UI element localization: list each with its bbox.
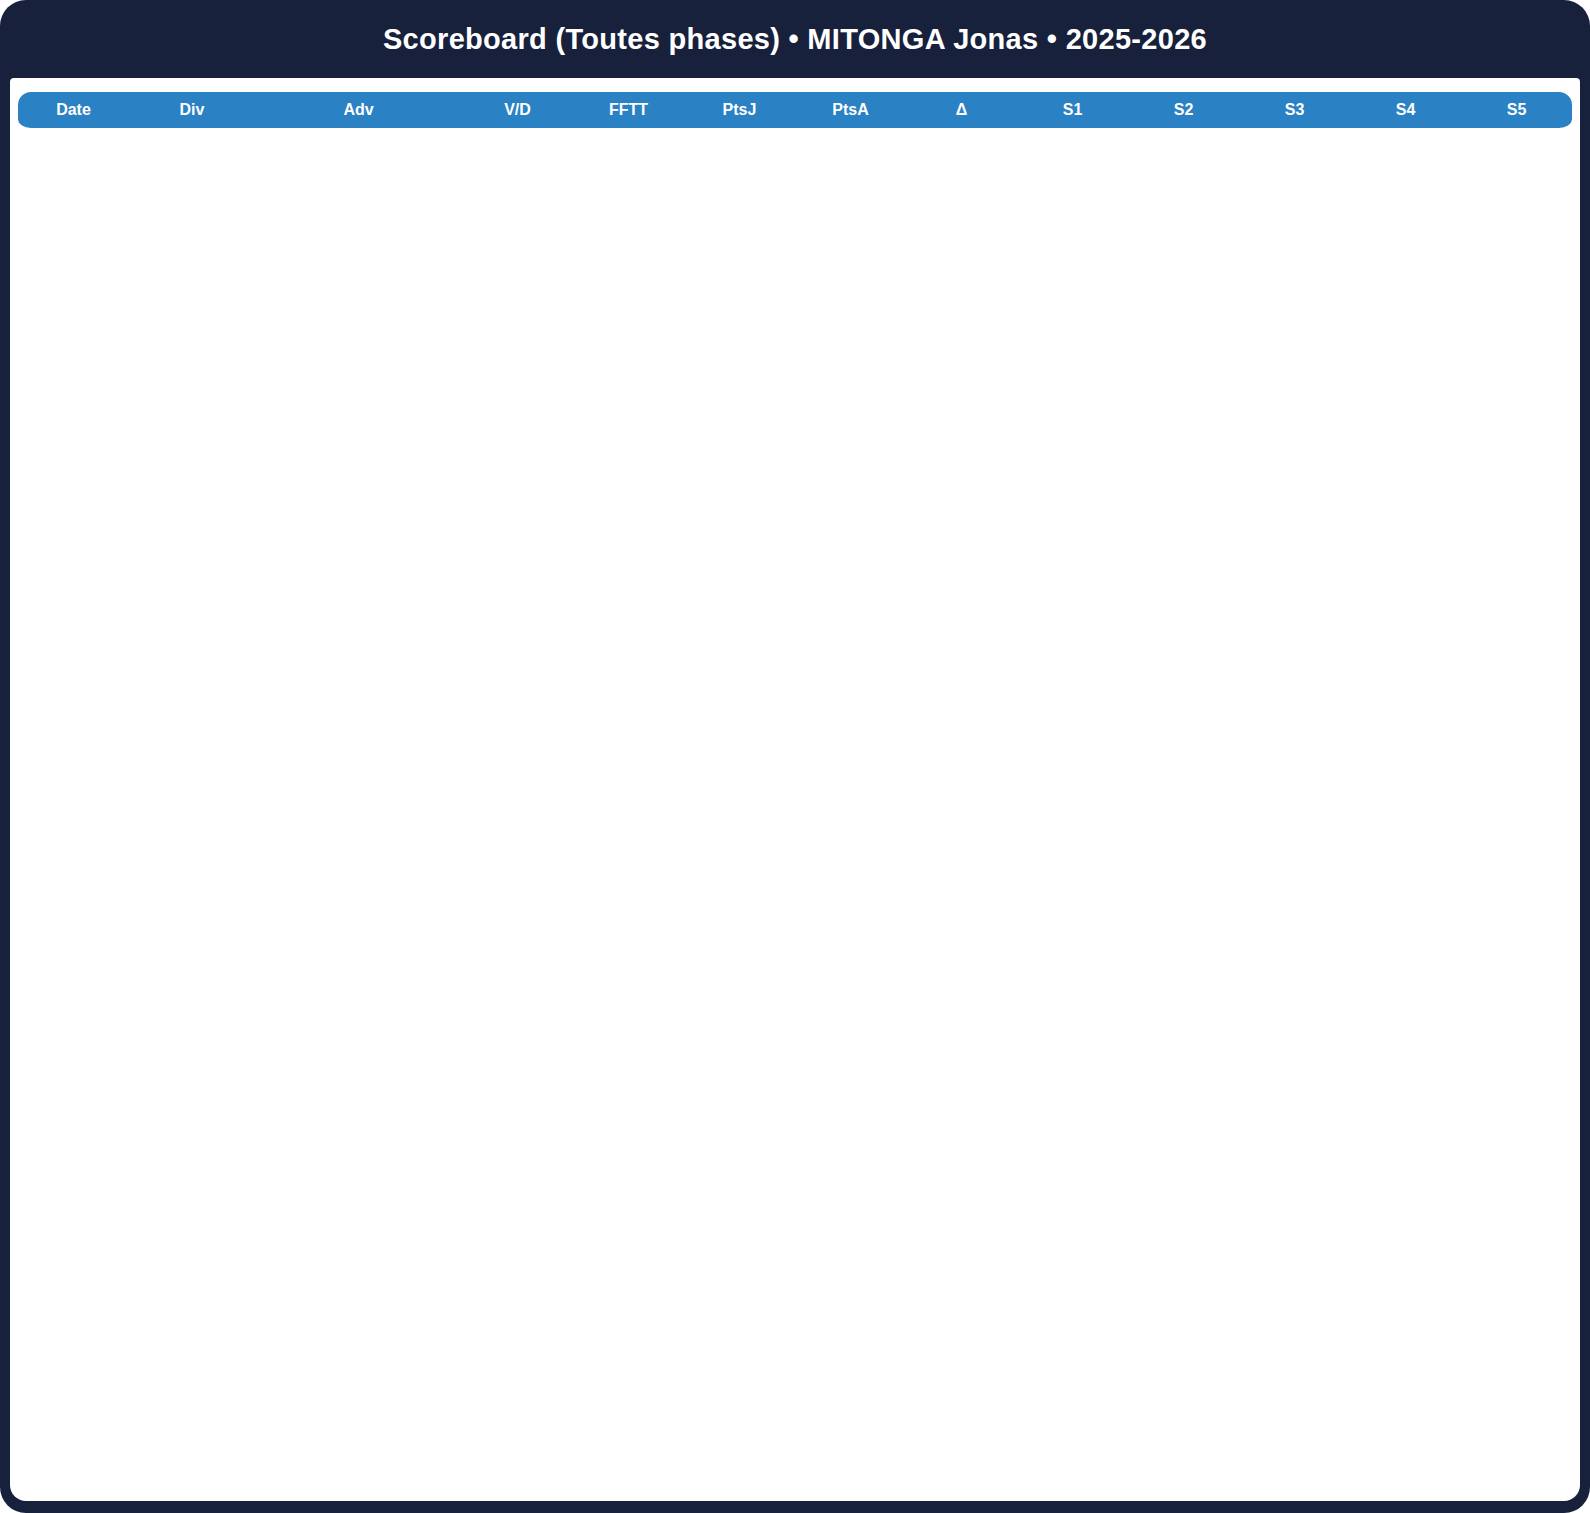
col-header-s1: S1	[1017, 92, 1128, 132]
col-header-ptsa: PtsA	[795, 92, 906, 132]
col-header-s3: S3	[1239, 92, 1350, 132]
col-header-s2: S2	[1128, 92, 1239, 132]
col-header-fftt: FFTT	[573, 92, 684, 132]
col-header-ptsj: PtsJ	[684, 92, 795, 132]
col-header-date: Date	[18, 92, 129, 132]
results-table: DateDivAdvV/DFFTTPtsJPtsAΔS1S2S3S4S5	[18, 92, 1572, 132]
title-bar: Scoreboard (Toutes phases) • MITONGA Jon…	[0, 0, 1590, 78]
table-header: DateDivAdvV/DFFTTPtsJPtsAΔS1S2S3S4S5	[18, 92, 1572, 132]
col-header-div: Div	[129, 92, 255, 132]
col-header-s4: S4	[1350, 92, 1461, 132]
col-header-s5: S5	[1461, 92, 1572, 132]
col-header-delta: Δ	[906, 92, 1017, 132]
header-row: DateDivAdvV/DFFTTPtsJPtsAΔS1S2S3S4S5	[18, 92, 1572, 132]
scoreboard-card: Scoreboard (Toutes phases) • MITONGA Jon…	[0, 0, 1590, 1513]
page-title: Scoreboard (Toutes phases) • MITONGA Jon…	[383, 23, 1207, 56]
col-header-adv: Adv	[255, 92, 462, 132]
table-container: DateDivAdvV/DFFTTPtsJPtsAΔS1S2S3S4S5	[10, 78, 1580, 1501]
col-header-vd: V/D	[462, 92, 573, 132]
